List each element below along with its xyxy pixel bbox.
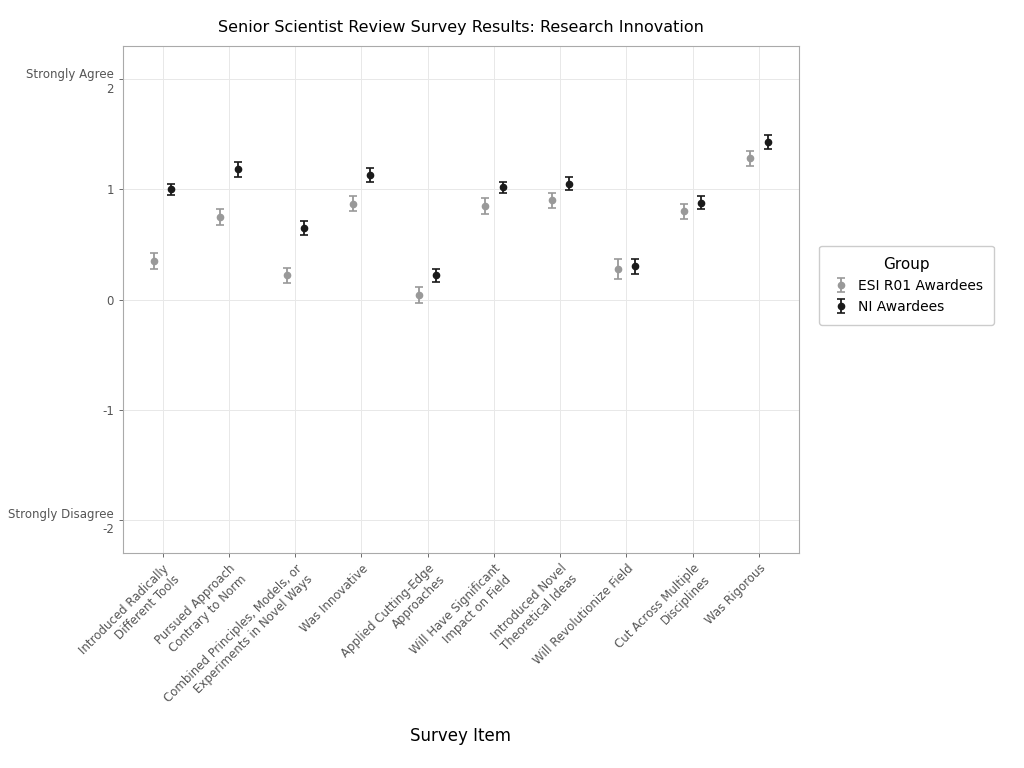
Legend: ESI R01 Awardees, NI Awardees: ESI R01 Awardees, NI Awardees (819, 246, 994, 325)
Title: Senior Scientist Review Survey Results: Research Innovation: Senior Scientist Review Survey Results: … (218, 20, 703, 35)
X-axis label: Survey Item: Survey Item (411, 727, 511, 744)
